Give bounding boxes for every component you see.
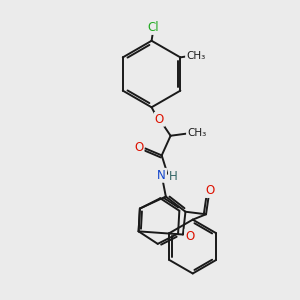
Text: O: O bbox=[206, 184, 215, 197]
Text: CH₃: CH₃ bbox=[186, 51, 205, 61]
Text: O: O bbox=[134, 141, 143, 154]
Text: N: N bbox=[157, 169, 166, 182]
Text: CH₃: CH₃ bbox=[187, 128, 206, 138]
Text: O: O bbox=[155, 113, 164, 126]
Text: Cl: Cl bbox=[147, 21, 159, 34]
Text: H: H bbox=[169, 170, 178, 183]
Text: O: O bbox=[185, 230, 194, 243]
